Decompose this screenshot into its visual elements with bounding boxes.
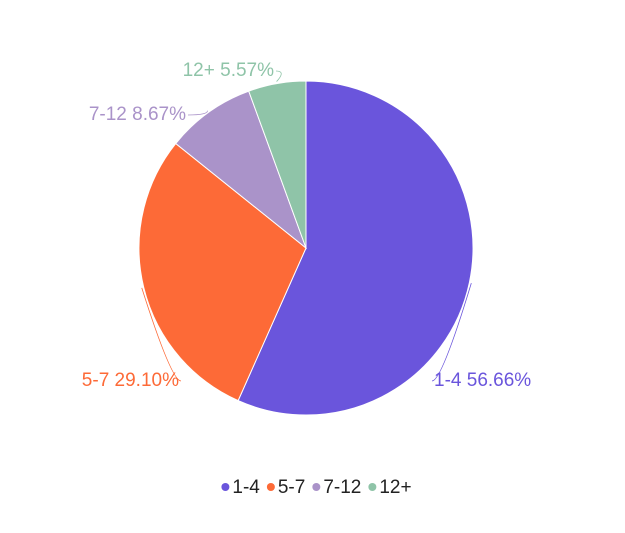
slice-label: 1-4 56.66% xyxy=(434,370,531,391)
slice-label: 7-12 8.67% xyxy=(89,104,186,125)
pie-slice xyxy=(175,90,308,250)
slice-label-value: 8.67% xyxy=(132,104,186,125)
slice-label-category: 12+ xyxy=(183,60,215,81)
pie-slice xyxy=(138,142,307,402)
legend-label: 5-7 xyxy=(278,477,305,498)
slice-label-category: 1-4 xyxy=(434,370,462,391)
legend: 1-4 5-7 7-12 12+ xyxy=(221,477,412,498)
slice-label-value: 56.66% xyxy=(467,370,532,391)
pie-slice xyxy=(248,80,307,249)
slice-label-category: 7-12 xyxy=(89,104,127,125)
slice-label-value: 5.57% xyxy=(220,60,274,81)
slice-label: 12+ 5.57% xyxy=(183,60,274,81)
leader-line xyxy=(187,110,208,116)
legend-marker xyxy=(312,483,321,491)
slice-label-category: 5-7 xyxy=(82,370,109,391)
leader-line xyxy=(141,287,182,382)
legend-marker xyxy=(368,483,377,491)
legend-label: 7-12 xyxy=(323,477,361,498)
legend-label: 1-4 xyxy=(232,477,260,498)
pie-slice xyxy=(237,80,474,416)
leader-line xyxy=(275,70,282,82)
leader-line xyxy=(431,282,472,382)
legend-label: 12+ xyxy=(379,477,411,498)
slice-label: 5-7 29.10% xyxy=(82,370,179,391)
legend-marker xyxy=(266,483,275,491)
slice-label-value: 29.10% xyxy=(115,370,180,391)
legend-marker xyxy=(221,483,230,491)
